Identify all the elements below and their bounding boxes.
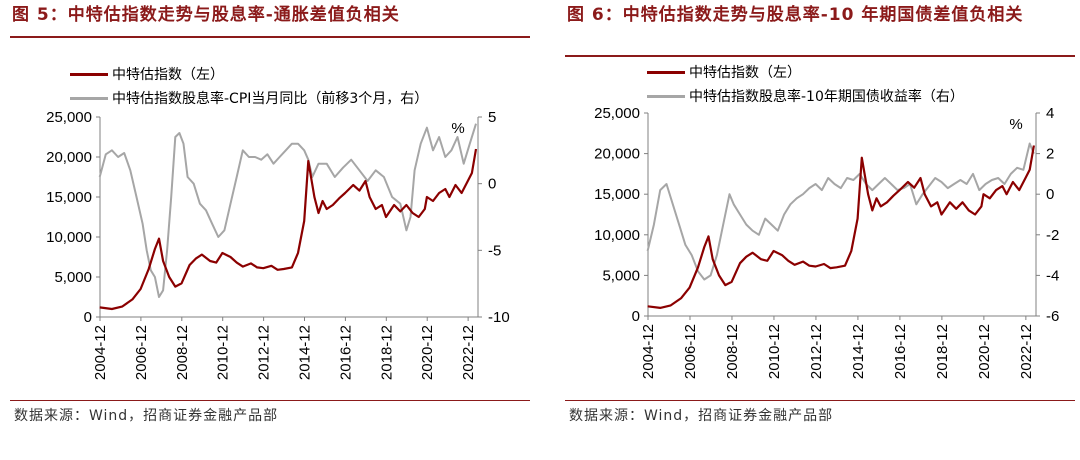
y-right-tick-label: 2	[1046, 146, 1054, 163]
x-tick-label: 2020-12	[419, 325, 436, 380]
y-right-tick-label: -4	[1046, 267, 1059, 284]
x-tick-label: 2012-12	[256, 325, 273, 380]
y-left-tick-label: 0	[632, 308, 640, 325]
x-tick-label: 2018-12	[934, 324, 951, 379]
y-right-tick-label: -5	[488, 242, 501, 259]
x-tick-label: 2018-12	[378, 325, 395, 380]
x-tick-label: 2016-12	[892, 324, 909, 379]
y-left-tick-label: 15,000	[46, 189, 92, 206]
x-tick-label: 2016-12	[337, 325, 354, 380]
x-tick-label: 2008-12	[174, 325, 191, 380]
legend-swatch-gray	[70, 96, 108, 100]
y-left-tick-label: 5,000	[602, 267, 640, 284]
title-divider	[10, 36, 530, 38]
unit-label: %	[451, 120, 464, 137]
y-left-tick-label: 20,000	[46, 149, 92, 166]
x-tick-label: 2014-12	[850, 324, 867, 379]
legend-label: 中特估指数股息率-CPI当月同比（前移3个月，右）	[112, 91, 429, 107]
legend: 中特估指数（左） 中特估指数股息率-10年期国债收益率（右）	[647, 60, 964, 108]
y-left-tick-label: 25,000	[594, 105, 640, 122]
legend-label: 中特估指数股息率-10年期国债收益率（右）	[689, 89, 964, 105]
legend-item: 中特估指数股息率-10年期国债收益率（右）	[647, 84, 964, 108]
x-tick-label: 2010-12	[215, 325, 232, 380]
y-left-tick-label: 5,000	[54, 269, 92, 286]
legend-item: 中特估指数（左）	[70, 62, 428, 86]
x-tick-label: 2004-12	[640, 324, 657, 379]
footer-divider	[10, 400, 530, 401]
x-tick-label: 2022-12	[1018, 324, 1035, 379]
y-right-tick-label: 0	[1046, 186, 1054, 203]
x-tick-label: 2010-12	[766, 324, 783, 379]
line-chart: 0 5,000 10,000 15,000 20,000 25,000 -10 -5 0 5 200…	[46, 109, 510, 380]
legend-item: 中特估指数股息率-CPI当月同比（前移3个月，右）	[70, 86, 428, 110]
y-left-tick-label: 20,000	[594, 146, 640, 163]
y-left-tick-label: 10,000	[46, 229, 92, 246]
legend-swatch-red	[70, 72, 108, 76]
legend-label: 中特估指数（左）	[112, 67, 224, 83]
legend-item: 中特估指数（左）	[647, 60, 964, 84]
y-right-tick-label: -2	[1046, 227, 1059, 244]
y-right-tick-label: 4	[1046, 105, 1054, 122]
x-tick-label: 2004-12	[92, 325, 109, 380]
figure-title: 图 5：中特估指数走势与股息率-通胀差值负相关	[12, 5, 400, 25]
y-right-tick-label: 5	[488, 109, 496, 126]
x-tick-label: 2006-12	[682, 324, 699, 379]
x-tick-label: 2006-12	[133, 325, 150, 380]
x-tick-label: 2008-12	[724, 324, 741, 379]
figure-title: 图 6：中特估指数走势与股息率-10 年期国债差值负相关	[567, 5, 1024, 25]
y-left-tick-label: 10,000	[594, 227, 640, 244]
chart-panel-left: 图 5：中特估指数走势与股息率-通胀差值负相关 中特估指数（左） 中特估指数股息…	[0, 0, 530, 460]
y-left-tick-label: 25,000	[46, 109, 92, 126]
y-left-tick-label: 15,000	[594, 186, 640, 203]
unit-label: %	[1009, 116, 1022, 133]
line-chart: 0 5,000 10,000 15,000 20,000 25,000 -6 -4 -2 0 2 4 2…	[594, 105, 1059, 379]
y-right-tick-label: -6	[1046, 308, 1059, 325]
x-tick-label: 2022-12	[460, 325, 477, 380]
y-right-tick-label: 0	[488, 176, 496, 193]
series-line-index	[99, 148, 478, 311]
series-line-spread	[646, 142, 1035, 281]
legend: 中特估指数（左） 中特估指数股息率-CPI当月同比（前移3个月，右）	[70, 62, 428, 110]
x-tick-label: 2020-12	[976, 324, 993, 379]
legend-label: 中特估指数（左）	[689, 65, 801, 81]
series-line-spread	[98, 123, 477, 298]
source-note: 数据来源：Wind，招商证券金融产品部	[14, 408, 279, 424]
legend-swatch-gray	[647, 94, 685, 98]
source-note: 数据来源：Wind，招商证券金融产品部	[569, 408, 834, 424]
y-right-tick-label: -10	[488, 309, 510, 326]
legend-swatch-red	[647, 70, 685, 74]
x-tick-label: 2012-12	[808, 324, 825, 379]
series-line-index	[647, 145, 1035, 309]
chart-panel-right: 图 6：中特估指数走势与股息率-10 年期国债差值负相关 中特估指数（左） 中特…	[555, 0, 1075, 460]
y-left-tick-label: 0	[84, 309, 92, 326]
footer-divider	[565, 400, 1075, 401]
x-tick-label: 2014-12	[297, 325, 314, 380]
title-divider	[565, 55, 1075, 57]
